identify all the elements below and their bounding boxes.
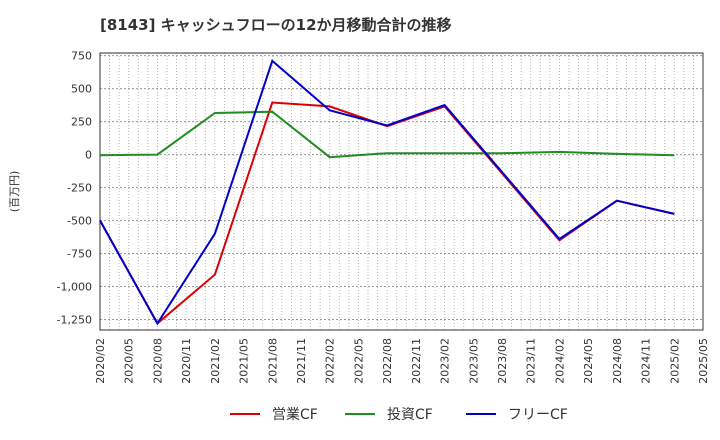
y-tick-label: 0 [85, 149, 92, 162]
y-tick-label: -250 [67, 182, 92, 195]
y-tick-label: 500 [71, 83, 92, 96]
x-tick-label: 2025/02 [668, 338, 681, 384]
y-tick-label: 250 [71, 116, 92, 129]
y-tick-label: -750 [67, 247, 92, 260]
chart-title: [8143] キャッシュフローの12か月移動合計の推移 [100, 16, 452, 34]
x-tick-label: 2021/02 [209, 338, 222, 384]
plot-area [100, 53, 703, 330]
legend-label-2: フリーCF [508, 407, 568, 423]
x-tick-label: 2024/05 [582, 338, 595, 384]
x-tick-label: 2022/11 [410, 338, 423, 384]
x-tick-label: 2020/05 [123, 338, 136, 384]
legend-label-0: 営業CF [272, 407, 318, 423]
y-tick-label: 750 [71, 50, 92, 63]
x-tick-label: 2024/11 [640, 338, 653, 384]
plot-border [99, 52, 704, 331]
x-tick-label: 2024/02 [553, 338, 566, 384]
x-tick-label: 2020/11 [180, 338, 193, 384]
x-tick-label: 2020/02 [94, 338, 107, 384]
y-tick-label: -500 [67, 215, 92, 228]
y-axis-label: (百万円) [8, 171, 21, 213]
x-tick-label: 2023/05 [467, 338, 480, 384]
x-tick-label: 2021/05 [238, 338, 251, 384]
y-tick-label: -1,000 [57, 280, 92, 293]
x-tick-label: 2023/11 [525, 338, 538, 384]
x-tick-label: 2021/11 [295, 338, 308, 384]
legend-label-1: 投資CF [387, 407, 433, 423]
x-tick-label: 2022/02 [324, 338, 337, 384]
series-line-2 [99, 59, 675, 326]
x-tick-label: 2023/08 [496, 338, 509, 384]
x-tick-label: 2022/05 [352, 338, 365, 384]
x-tick-label: 2022/08 [381, 338, 394, 384]
x-tick-label: 2024/08 [611, 338, 624, 384]
x-tick-label: 2020/08 [151, 338, 164, 384]
y-tick-label: -1,250 [57, 313, 92, 326]
x-tick-label: 2025/05 [697, 338, 710, 384]
x-tick-label: 2021/08 [266, 338, 279, 384]
series-line-1 [99, 110, 675, 159]
x-tick-label: 2023/02 [439, 338, 452, 384]
